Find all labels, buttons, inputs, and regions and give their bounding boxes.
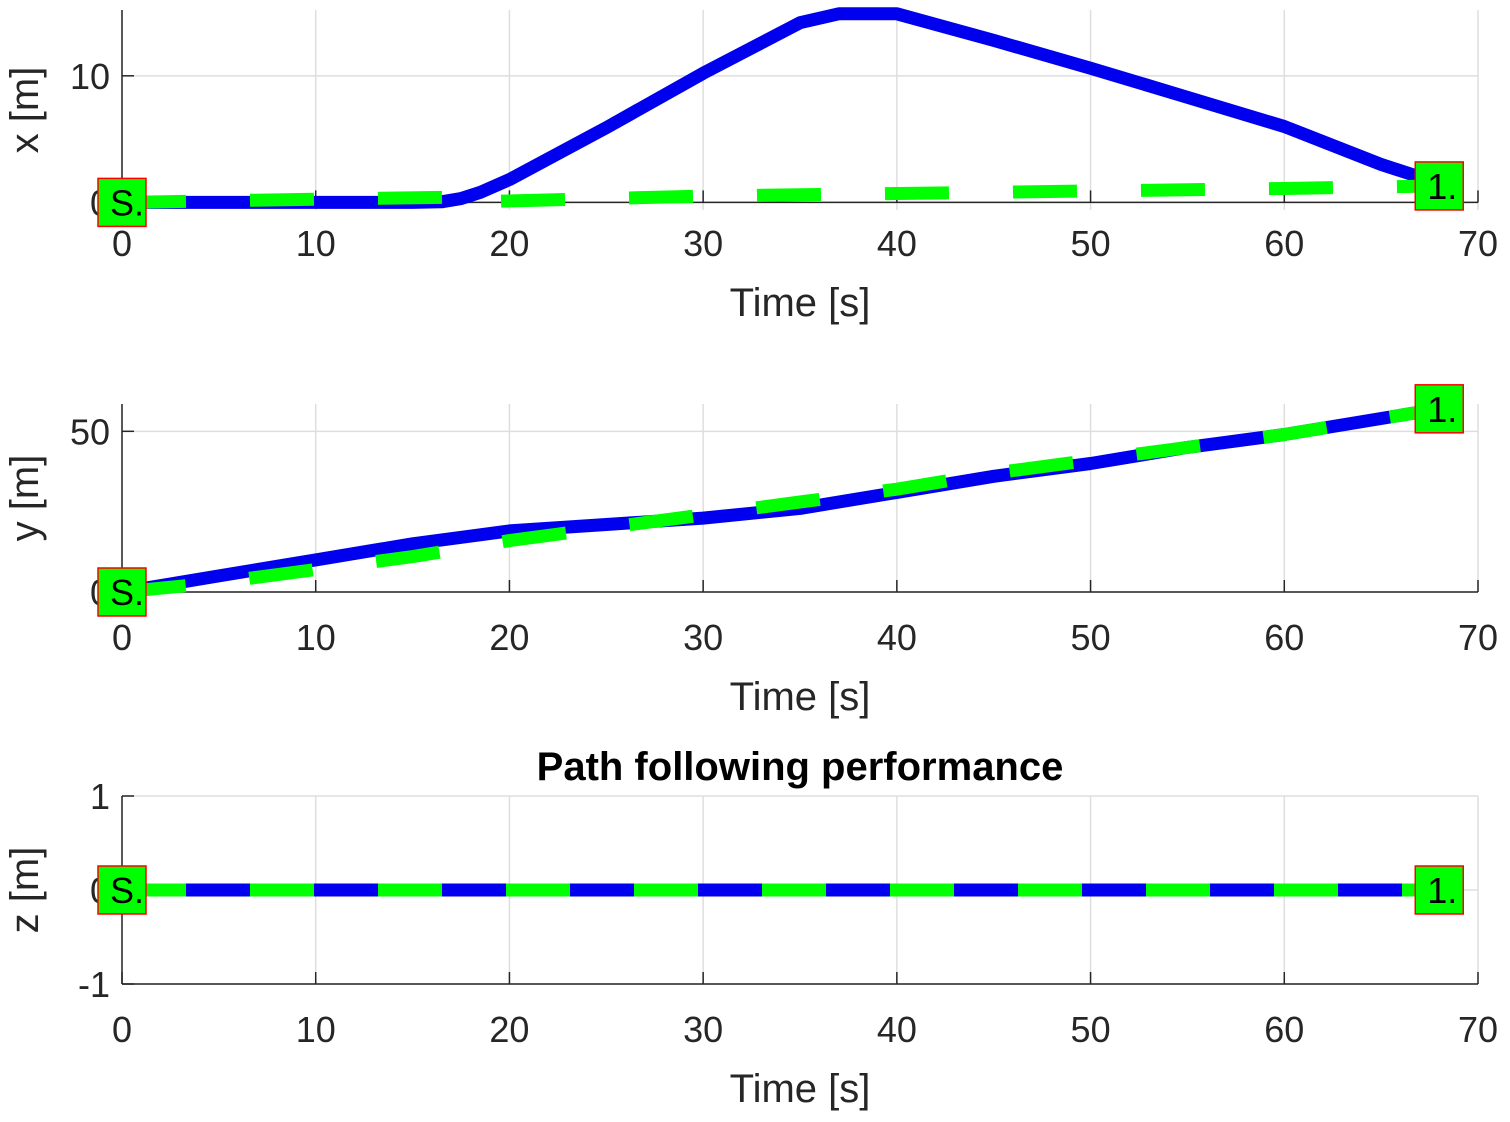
x-tick-label: 60 xyxy=(1264,1009,1304,1050)
y-tick-label: 10 xyxy=(70,56,110,97)
x-tick-label: 60 xyxy=(1264,617,1304,658)
marker-label: S. xyxy=(110,870,144,911)
x-tick-label: 10 xyxy=(296,617,336,658)
marker-label: 1. xyxy=(1427,870,1457,911)
marker-box xyxy=(97,865,147,915)
marker-box xyxy=(97,567,147,617)
start-marker: S. xyxy=(97,177,147,228)
y-axis-label: y [m] xyxy=(3,455,47,542)
grid xyxy=(121,10,1479,210)
x-tick-label: 20 xyxy=(489,1009,529,1050)
marker-box xyxy=(1414,865,1465,915)
x-tick-label: 40 xyxy=(877,223,917,264)
marker-label: S. xyxy=(110,572,144,613)
x-tick-label: 30 xyxy=(683,617,723,658)
x-tick-label: 0 xyxy=(112,223,132,264)
x-axis-label: Time [s] xyxy=(730,281,871,325)
start-marker: S. xyxy=(97,567,147,617)
x-tick-label: 30 xyxy=(683,223,723,264)
x-tick-label: 10 xyxy=(296,1009,336,1050)
marker-box xyxy=(1414,384,1465,434)
chart-title: Path following performance xyxy=(537,745,1064,789)
end-marker: 1. xyxy=(1414,865,1465,915)
x-tick-label: 70 xyxy=(1458,1009,1498,1050)
x-tick-label: 40 xyxy=(877,617,917,658)
x-tick-label: 70 xyxy=(1458,617,1498,658)
actual-trajectory-line xyxy=(122,7,1442,209)
marker-box xyxy=(1414,161,1465,211)
x-tick-label: 40 xyxy=(877,1009,917,1050)
x-position-subplot: 010203040506070010Time [s]x [m]S.1. xyxy=(3,7,1498,325)
y-position-subplot: 010203040506070050Time [s]y [m]S.1. xyxy=(3,384,1498,719)
x-tick-label: 20 xyxy=(489,223,529,264)
marker-label: 1. xyxy=(1427,166,1457,207)
x-tick-label: 50 xyxy=(1071,617,1111,658)
x-axis-label: Time [s] xyxy=(730,675,871,719)
x-tick-label: 20 xyxy=(489,617,529,658)
y-axis-label: x [m] xyxy=(3,67,47,154)
start-marker: S. xyxy=(97,865,147,915)
end-marker: 1. xyxy=(1414,384,1465,434)
y-tick-label: 1 xyxy=(90,776,110,817)
x-tick-label: 50 xyxy=(1071,223,1111,264)
x-axis-label: Time [s] xyxy=(730,1067,871,1111)
marker-label: 1. xyxy=(1427,389,1457,430)
reference-path-line xyxy=(121,402,1441,599)
x-tick-label: 0 xyxy=(112,1009,132,1050)
x-tick-label: 70 xyxy=(1458,223,1498,264)
x-tick-label: 60 xyxy=(1264,223,1304,264)
x-tick-label: 10 xyxy=(296,223,336,264)
y-axis-label: z [m] xyxy=(3,847,47,934)
marker-label: S. xyxy=(110,182,144,223)
y-tick-label: -1 xyxy=(78,964,110,1005)
y-tick-label: 50 xyxy=(70,411,110,452)
x-tick-label: 30 xyxy=(683,1009,723,1050)
marker-box xyxy=(97,177,147,228)
x-tick-label: 0 xyxy=(112,617,132,658)
x-tick-label: 50 xyxy=(1071,1009,1111,1050)
end-marker: 1. xyxy=(1414,161,1465,211)
